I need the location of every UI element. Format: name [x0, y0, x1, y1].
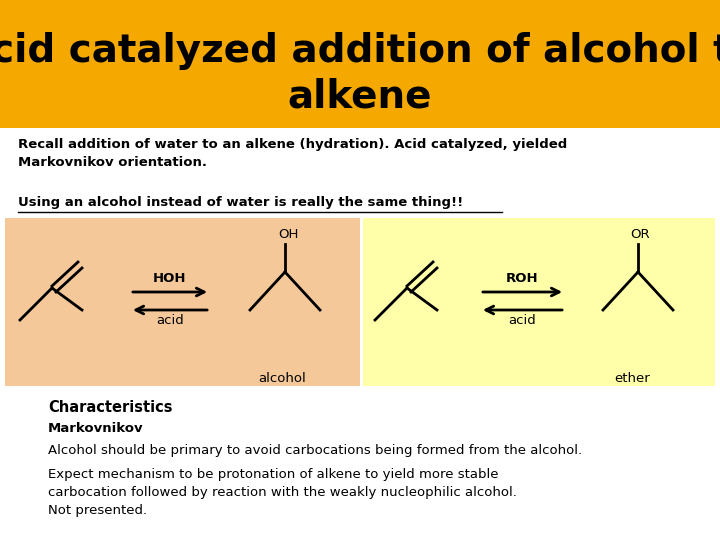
Text: Alcohol should be primary to avoid carbocations being formed from the alcohol.: Alcohol should be primary to avoid carbo… [48, 444, 582, 457]
Text: alcohol: alcohol [258, 372, 306, 385]
Text: ether: ether [614, 372, 649, 385]
Text: Recall addition of water to an alkene (hydration). Acid catalyzed, yielded
Marko: Recall addition of water to an alkene (h… [18, 138, 567, 168]
Text: OR: OR [630, 228, 649, 241]
Text: Markovnikov: Markovnikov [48, 422, 143, 435]
Text: acid: acid [508, 314, 536, 327]
Text: Acid catalyzed addition of alcohol to: Acid catalyzed addition of alcohol to [0, 32, 720, 70]
Text: HOH: HOH [153, 272, 186, 285]
Text: Using an alcohol instead of water is really the same thing!!: Using an alcohol instead of water is rea… [18, 196, 463, 209]
Text: acid: acid [156, 314, 184, 327]
Bar [5, 218, 360, 386]
Text: OH: OH [278, 228, 298, 241]
Text: alkene: alkene [288, 78, 432, 116]
Bar [363, 218, 715, 386]
Bar [0, 0, 720, 128]
Text: Expect mechanism to be protonation of alkene to yield more stable
carbocation fo: Expect mechanism to be protonation of al… [48, 468, 517, 517]
Text: ROH: ROH [505, 272, 539, 285]
Text: Characteristics: Characteristics [48, 400, 173, 415]
